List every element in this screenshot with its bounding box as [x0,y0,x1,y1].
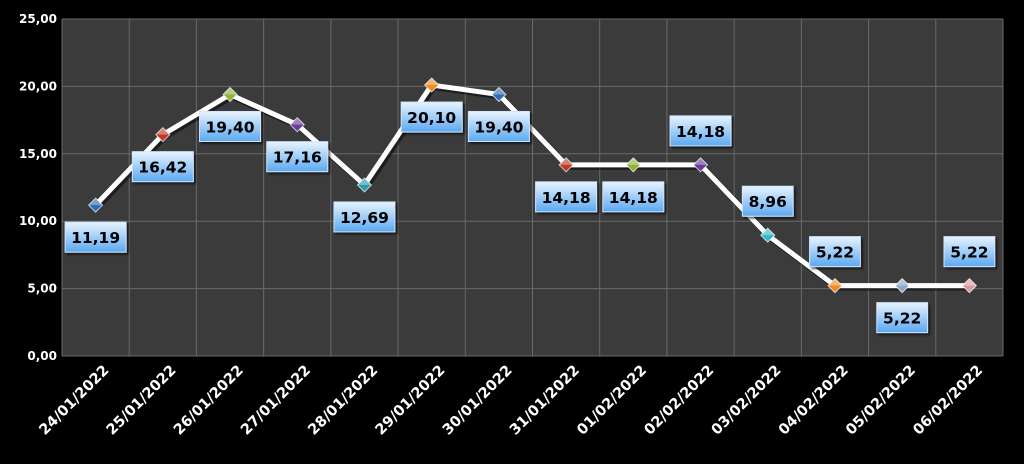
data-label-text: 5,22 [883,310,921,328]
data-point-marker [827,277,843,294]
data-label-box [602,181,665,213]
data-label-text: 19,40 [206,118,255,136]
data-label-box [467,110,530,142]
data-label-text: 20,10 [407,109,456,127]
data-point-marker [356,177,373,193]
marker-highlight [290,117,305,125]
data-point-marker [289,116,305,133]
marker-highlight [155,127,170,135]
marker-highlight [223,87,238,95]
data-label-text: 8,96 [749,193,787,211]
data-label-box [64,221,127,253]
data-label: 19,40 [467,110,530,142]
data-label-text: 14,18 [609,189,658,207]
data-label: 19,40 [199,110,262,142]
data-point-marker [625,157,642,173]
data-label: 14,18 [669,115,732,147]
y-tick-label: 25,00 [19,12,57,26]
data-label: 14,18 [535,181,598,213]
series-markers [87,77,978,294]
series-line-path [93,82,972,289]
data-point-marker [491,86,507,103]
data-label-text: 11,19 [71,229,120,247]
data-label-box [199,110,262,142]
data-point-marker [155,126,171,143]
marker-highlight [626,157,641,165]
data-label-box [876,302,929,334]
data-label-box [809,236,861,268]
data-label-box [943,236,996,268]
data-label-box [741,185,794,217]
marker-highlight [491,87,506,95]
y-tick-label: 15,00 [19,147,57,161]
marker-highlight [760,228,775,236]
y-tick-label: 10,00 [19,214,57,228]
data-label-box [131,151,194,183]
data-point-marker [961,277,978,294]
data-label-text: 12,69 [340,209,389,227]
series-line [93,82,972,291]
data-label-text: 16,42 [138,159,187,177]
data-point-marker [692,157,709,173]
data-label: 8,96 [741,185,794,217]
marker-highlight [424,78,439,86]
data-label-text: 14,18 [676,123,725,141]
marker-highlight [559,157,574,165]
data-label-text: 14,18 [542,189,591,207]
marker-highlight [88,198,103,206]
marker-highlight [895,278,910,286]
data-label-box [669,115,732,147]
data-label: 17,16 [266,141,329,173]
data-label-box [400,101,463,133]
data-label-box [333,201,396,233]
data-label: 5,22 [943,236,996,268]
marker-highlight [693,157,708,165]
marker-highlight [962,278,977,286]
data-label: 12,69 [333,201,396,233]
y-axis: 0,00 5,00 10,00 15,00 20,00 25,00 [19,12,57,363]
data-label-text: 5,22 [816,244,854,262]
data-point-marker [423,77,440,93]
data-label: 16,42 [131,151,194,183]
gridlines [61,18,1004,357]
data-label: 5,22 [876,302,929,334]
data-point-marker [894,277,910,294]
data-labels: 11,19 16,42 19,40 17,16 12,69 20,10 19,40 14,18… [64,101,996,334]
data-label: 20,10 [400,101,463,133]
data-label-text: 19,40 [474,118,523,136]
y-tick-label: 0,00 [27,349,57,363]
data-point-marker [87,197,104,213]
data-point-marker [222,86,238,103]
data-point-marker [760,227,776,243]
marker-highlight [827,278,842,286]
data-label-box [535,181,598,213]
data-label-text: 17,16 [273,149,322,167]
data-label: 11,19 [64,221,127,253]
marker-highlight [357,177,372,185]
data-label: 14,18 [602,181,665,213]
data-label-text: 5,22 [950,244,988,262]
data-point-marker [558,157,574,173]
data-label-box [266,141,329,173]
y-tick-label: 20,00 [19,79,57,93]
y-tick-label: 5,00 [27,282,57,296]
data-label: 5,22 [809,236,861,268]
